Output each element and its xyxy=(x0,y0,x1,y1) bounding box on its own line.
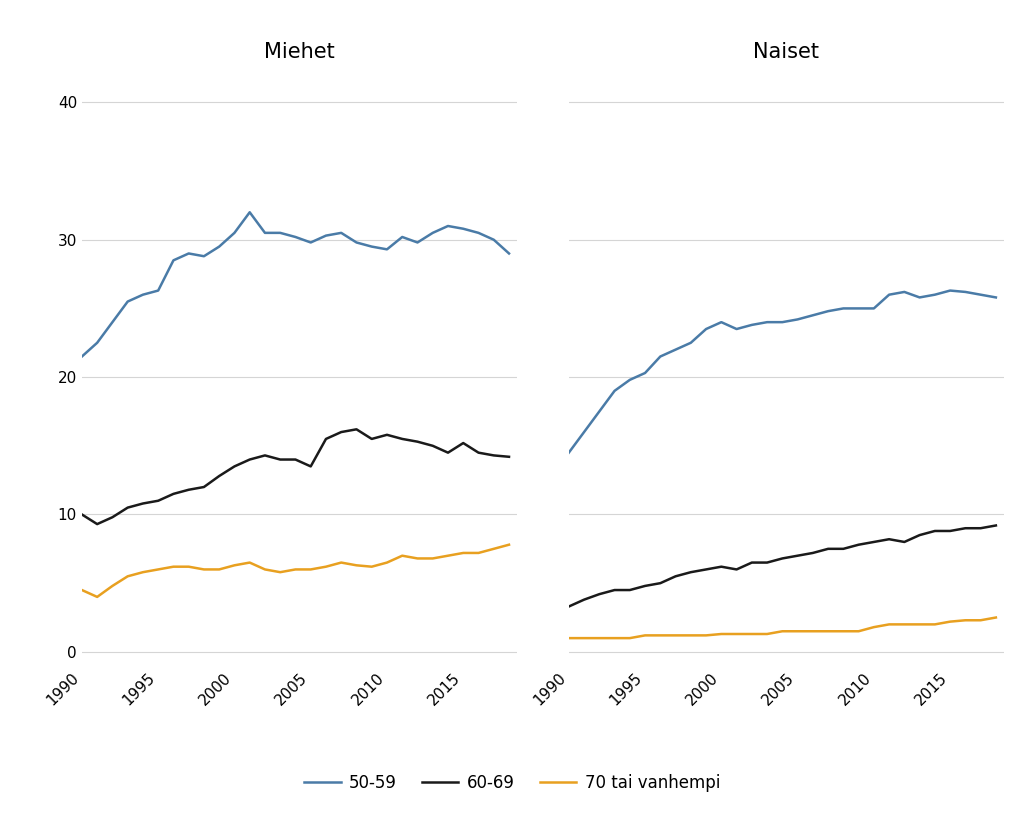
Title: Naiset: Naiset xyxy=(754,42,819,62)
Legend: 50-59, 60-69, 70 tai vanhempi: 50-59, 60-69, 70 tai vanhempi xyxy=(297,767,727,799)
Title: Miehet: Miehet xyxy=(264,42,335,62)
